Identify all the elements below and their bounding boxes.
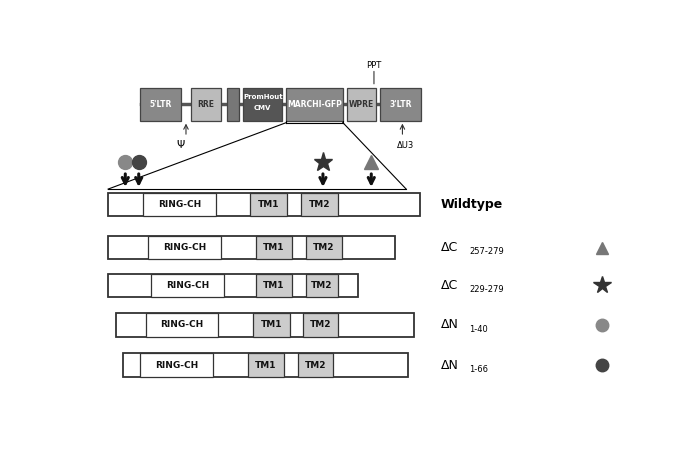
Bar xyxy=(380,88,421,121)
Bar xyxy=(301,193,338,216)
Text: TM2: TM2 xyxy=(309,200,331,209)
Text: ΔU3: ΔU3 xyxy=(396,141,414,150)
Bar xyxy=(140,88,181,121)
Text: ΔN: ΔN xyxy=(441,318,459,331)
Bar xyxy=(346,88,376,121)
Bar xyxy=(108,193,420,216)
Bar xyxy=(250,193,287,216)
Bar xyxy=(116,313,414,337)
Bar xyxy=(298,354,333,377)
Text: 1-66: 1-66 xyxy=(469,365,488,374)
Text: PromHout: PromHout xyxy=(243,94,283,100)
Text: RING-CH: RING-CH xyxy=(163,243,207,252)
Text: 5'LTR: 5'LTR xyxy=(149,100,172,109)
Text: RING-CH: RING-CH xyxy=(155,361,198,369)
Bar xyxy=(243,88,282,121)
Bar xyxy=(140,103,421,106)
Text: TM1: TM1 xyxy=(261,320,282,329)
Bar xyxy=(140,354,213,377)
Bar xyxy=(148,236,221,259)
Bar xyxy=(143,193,216,216)
Bar xyxy=(151,274,224,297)
Text: 257-279: 257-279 xyxy=(469,248,504,256)
Text: TM2: TM2 xyxy=(304,361,326,369)
Text: 3'LTR: 3'LTR xyxy=(389,100,412,109)
Bar xyxy=(146,313,218,337)
Text: TM2: TM2 xyxy=(310,320,331,329)
Bar xyxy=(253,313,290,337)
Text: MARCHI-GFP: MARCHI-GFP xyxy=(287,100,342,109)
Text: TM1: TM1 xyxy=(258,200,279,209)
Text: PPT: PPT xyxy=(367,61,382,70)
Bar xyxy=(123,354,407,377)
Text: 229-279: 229-279 xyxy=(469,285,504,294)
Text: Ψ: Ψ xyxy=(177,140,185,150)
Text: CMV: CMV xyxy=(254,105,272,111)
Bar xyxy=(227,88,239,121)
Bar xyxy=(108,236,396,259)
Text: 1-40: 1-40 xyxy=(469,325,488,333)
Text: TM2: TM2 xyxy=(311,281,333,290)
Bar xyxy=(256,274,292,297)
Text: ΔC: ΔC xyxy=(441,241,458,254)
Text: ΔC: ΔC xyxy=(441,279,458,292)
Bar xyxy=(286,88,343,121)
Bar xyxy=(306,274,338,297)
Text: TM1: TM1 xyxy=(255,361,277,369)
Text: RING-CH: RING-CH xyxy=(166,281,209,290)
Bar xyxy=(306,236,342,259)
Text: TM2: TM2 xyxy=(313,243,335,252)
Bar xyxy=(108,274,358,297)
Text: Wildtype: Wildtype xyxy=(441,198,503,211)
Text: WPRE: WPRE xyxy=(349,100,374,109)
Text: ΔN: ΔN xyxy=(441,359,459,372)
Bar xyxy=(191,88,221,121)
Bar xyxy=(248,354,284,377)
Bar xyxy=(303,313,338,337)
Bar xyxy=(256,236,292,259)
Text: RRE: RRE xyxy=(198,100,215,109)
Text: TM1: TM1 xyxy=(263,243,285,252)
Text: RING-CH: RING-CH xyxy=(160,320,204,329)
Text: TM1: TM1 xyxy=(263,281,285,290)
Text: RING-CH: RING-CH xyxy=(157,200,201,209)
